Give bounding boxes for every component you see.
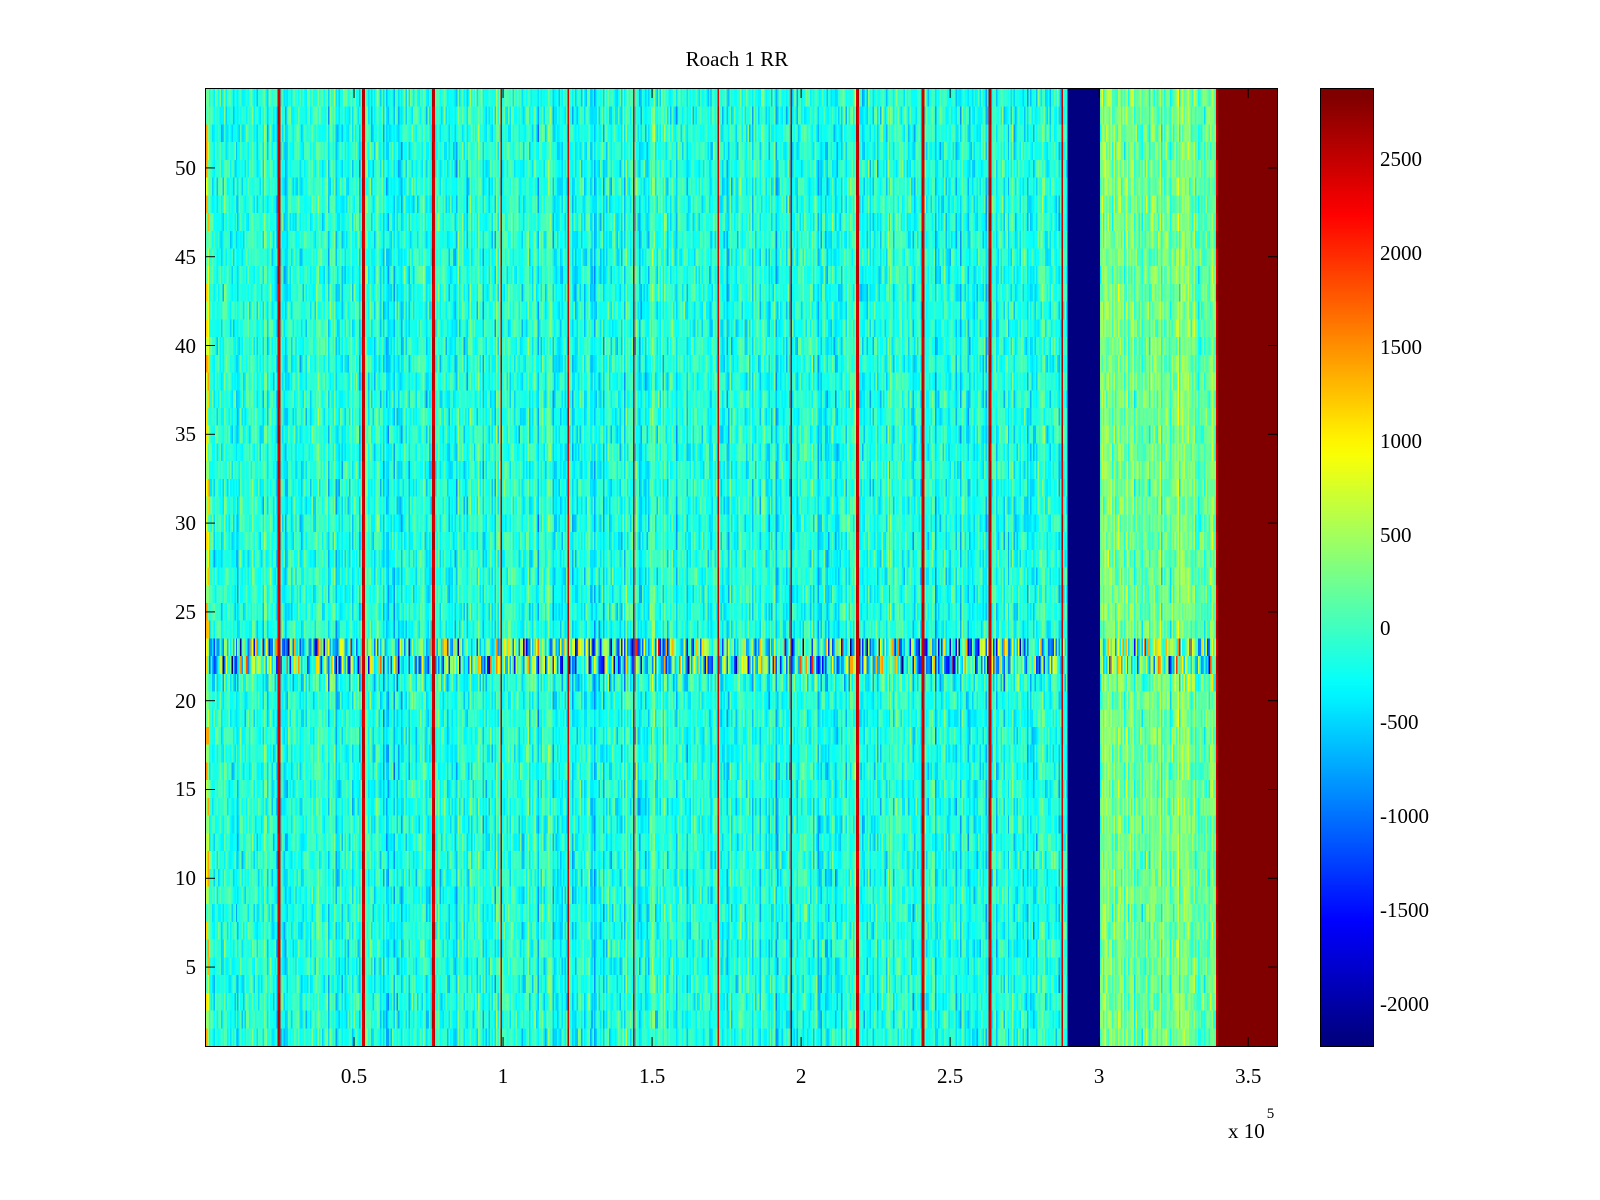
colorbar-tick-label: -500 (1380, 710, 1419, 735)
chart-title: Roach 1 RR (685, 47, 789, 71)
x-tick-label: 2.5 (937, 1064, 964, 1088)
exponent-base: x 10 (1228, 1119, 1265, 1143)
colorbar-gradient (1321, 89, 1373, 1046)
y-tick-label: 15 (175, 777, 196, 802)
colorbar-tick-label: 500 (1380, 522, 1412, 547)
x-tick-label: 0.5 (340, 1064, 368, 1088)
exponent-power: 5 (1266, 1106, 1275, 1122)
y-tick-label: 45 (175, 244, 196, 269)
x-exponent-label: x 105 (1228, 1106, 1274, 1144)
colorbar (1320, 88, 1374, 1047)
colorbar-tick-label: 1500 (1380, 334, 1422, 359)
colorbar-tick-label: -1000 (1380, 804, 1429, 829)
x-tick-label: 3 (1093, 1064, 1105, 1088)
x-tick-label: 1.5 (638, 1064, 666, 1088)
heatmap-image (206, 89, 1277, 1046)
colorbar-tick-label: 2500 (1380, 147, 1422, 172)
y-tick-label: 50 (175, 155, 196, 180)
y-tick-label: 20 (175, 688, 196, 713)
y-tick-label: 35 (175, 422, 196, 447)
y-tick-label: 5 (185, 955, 197, 980)
y-tick-label: 30 (175, 511, 196, 536)
x-tick-label: 2 (795, 1064, 807, 1088)
plot-area (205, 88, 1278, 1047)
y-tick-label: 25 (175, 599, 196, 624)
x-tick-label: 3.5 (1235, 1064, 1262, 1088)
colorbar-tick-label: 2000 (1380, 241, 1422, 266)
y-tick-label: 40 (175, 333, 196, 358)
colorbar-tick-label: -2000 (1380, 991, 1429, 1016)
y-tick-label: 10 (175, 866, 196, 891)
x-tick-label: 1 (497, 1064, 509, 1088)
colorbar-tick-label: 0 (1380, 616, 1391, 641)
colorbar-tick-label: -1500 (1380, 898, 1429, 922)
colorbar-tick-label: 1000 (1380, 428, 1422, 453)
